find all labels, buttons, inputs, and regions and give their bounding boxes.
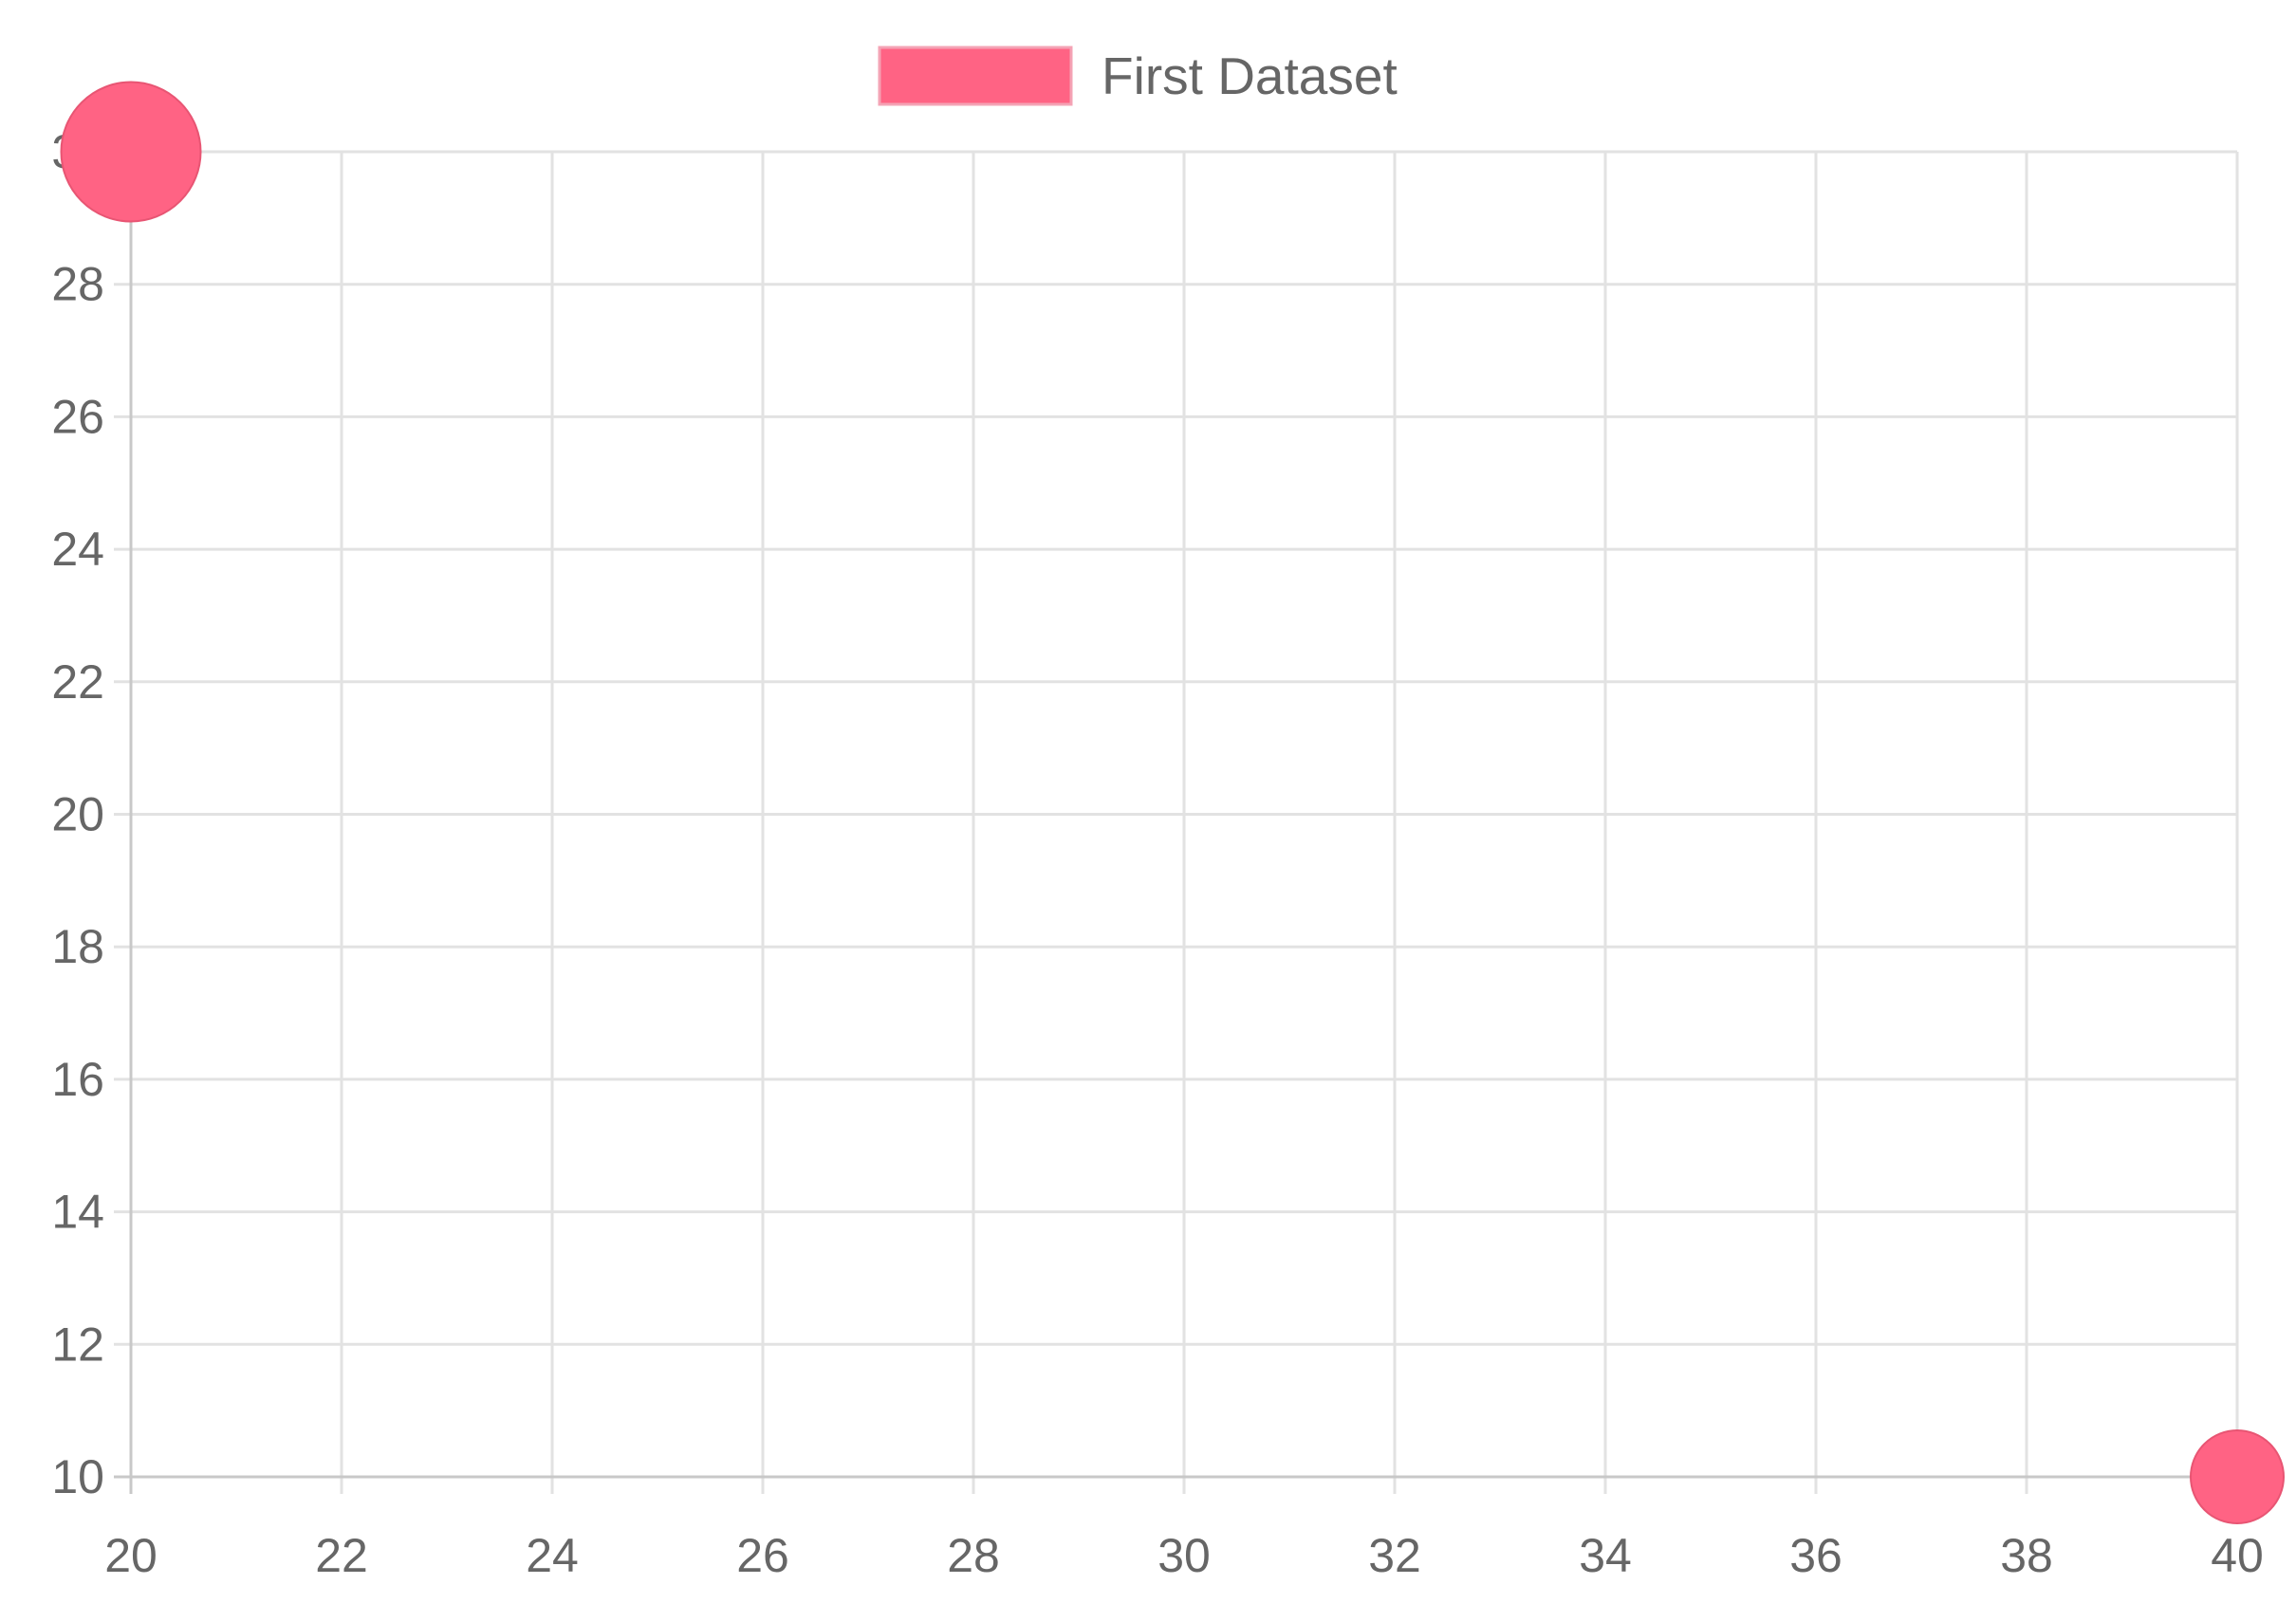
x-tick-label: 28 <box>947 1529 1000 1582</box>
legend[interactable]: First Dataset <box>878 46 1398 106</box>
x-tick-label: 32 <box>1368 1529 1421 1582</box>
x-tick-label: 22 <box>315 1529 368 1582</box>
y-tick-label: 18 <box>51 920 104 973</box>
legend-label-first-dataset[interactable]: First Dataset <box>1102 46 1398 105</box>
y-tick-label: 10 <box>51 1450 104 1503</box>
x-tick-label: 30 <box>1157 1529 1211 1582</box>
axes <box>129 152 2237 1479</box>
y-tick-label: 12 <box>51 1317 104 1371</box>
x-tick-label: 26 <box>736 1529 789 1582</box>
legend-swatch[interactable] <box>878 46 1073 106</box>
y-tick-label: 16 <box>51 1053 104 1106</box>
x-tick-label: 20 <box>104 1529 157 1582</box>
y-axis-ticks: 1012141618202224262830 <box>51 125 104 1503</box>
x-tick-label: 38 <box>2000 1529 2053 1582</box>
y-tick-label: 26 <box>51 390 104 443</box>
bubble-point[interactable] <box>2190 1429 2285 1524</box>
grid-lines <box>114 150 2239 1494</box>
x-tick-label: 24 <box>526 1529 579 1582</box>
y-tick-label: 22 <box>51 655 104 709</box>
data-points <box>60 81 2285 1524</box>
y-tick-label: 14 <box>51 1186 104 1239</box>
x-tick-label: 34 <box>1579 1529 1632 1582</box>
y-tick-label: 28 <box>51 258 104 311</box>
x-tick-label: 36 <box>1789 1529 1842 1582</box>
x-axis-ticks: 20 22 24 26 28 30 32 34 36 38 40 <box>104 1529 2264 1582</box>
y-tick-label: 24 <box>51 523 104 576</box>
y-tick-label: 20 <box>51 788 104 841</box>
x-tick-label: 40 <box>2211 1529 2264 1582</box>
bubble-point[interactable] <box>60 81 202 223</box>
